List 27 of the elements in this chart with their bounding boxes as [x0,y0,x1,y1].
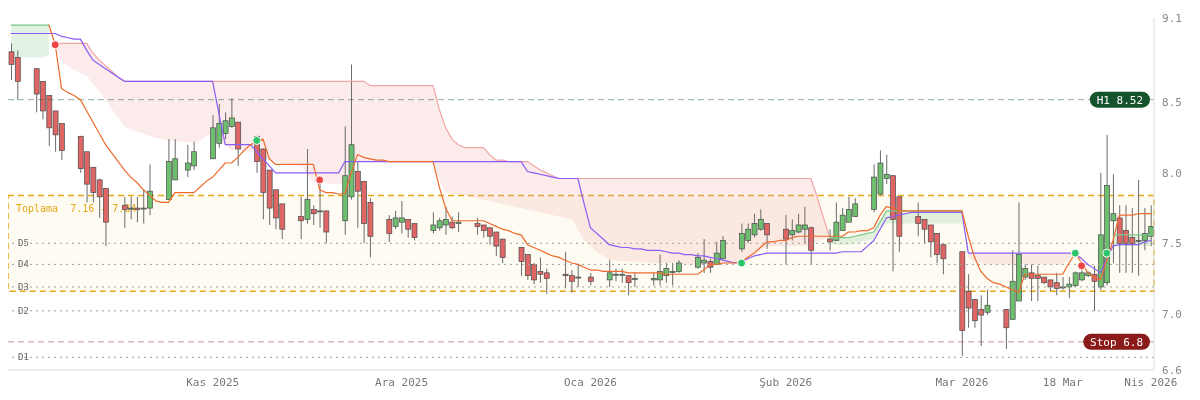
ref-line-label: D1 [18,352,29,363]
x-tick-label: Oca 2026 [563,375,617,389]
x-tick-label: 18 Mar [1042,375,1083,389]
x-tick-label: Ara 2025 [375,375,429,389]
point [1102,248,1112,258]
point [315,175,325,185]
y-tick-label: 8.5 [1162,96,1182,110]
point [1077,261,1087,271]
ref-line-label: D4 [18,259,29,270]
y-tick-label: 7.5 [1162,237,1182,251]
x-tick-label: Nis 2026 [1124,375,1178,389]
x-tick-label: Mar 2026 [935,375,989,389]
x-tick-label: Şub 2026 [759,375,813,389]
ref-line-label: D5 [18,238,29,249]
ref-line-label: D3 [18,281,29,292]
point [252,136,262,145]
y-tick-label: 7.0 [1162,307,1182,321]
point [737,258,747,268]
y-tick-label: 8.0 [1162,166,1182,180]
ref-line-label: D2 [18,305,29,316]
point [1070,248,1080,258]
point [50,40,60,50]
x-tick-label: Kas 2025 [186,375,240,389]
y-tick-label: 9.1 [1162,11,1182,25]
y-tick-label: 6.6 [1162,363,1182,377]
ref-line-label: H1 8.52 [1096,93,1144,107]
ref-line-label: Stop 6.8 [1090,335,1144,349]
